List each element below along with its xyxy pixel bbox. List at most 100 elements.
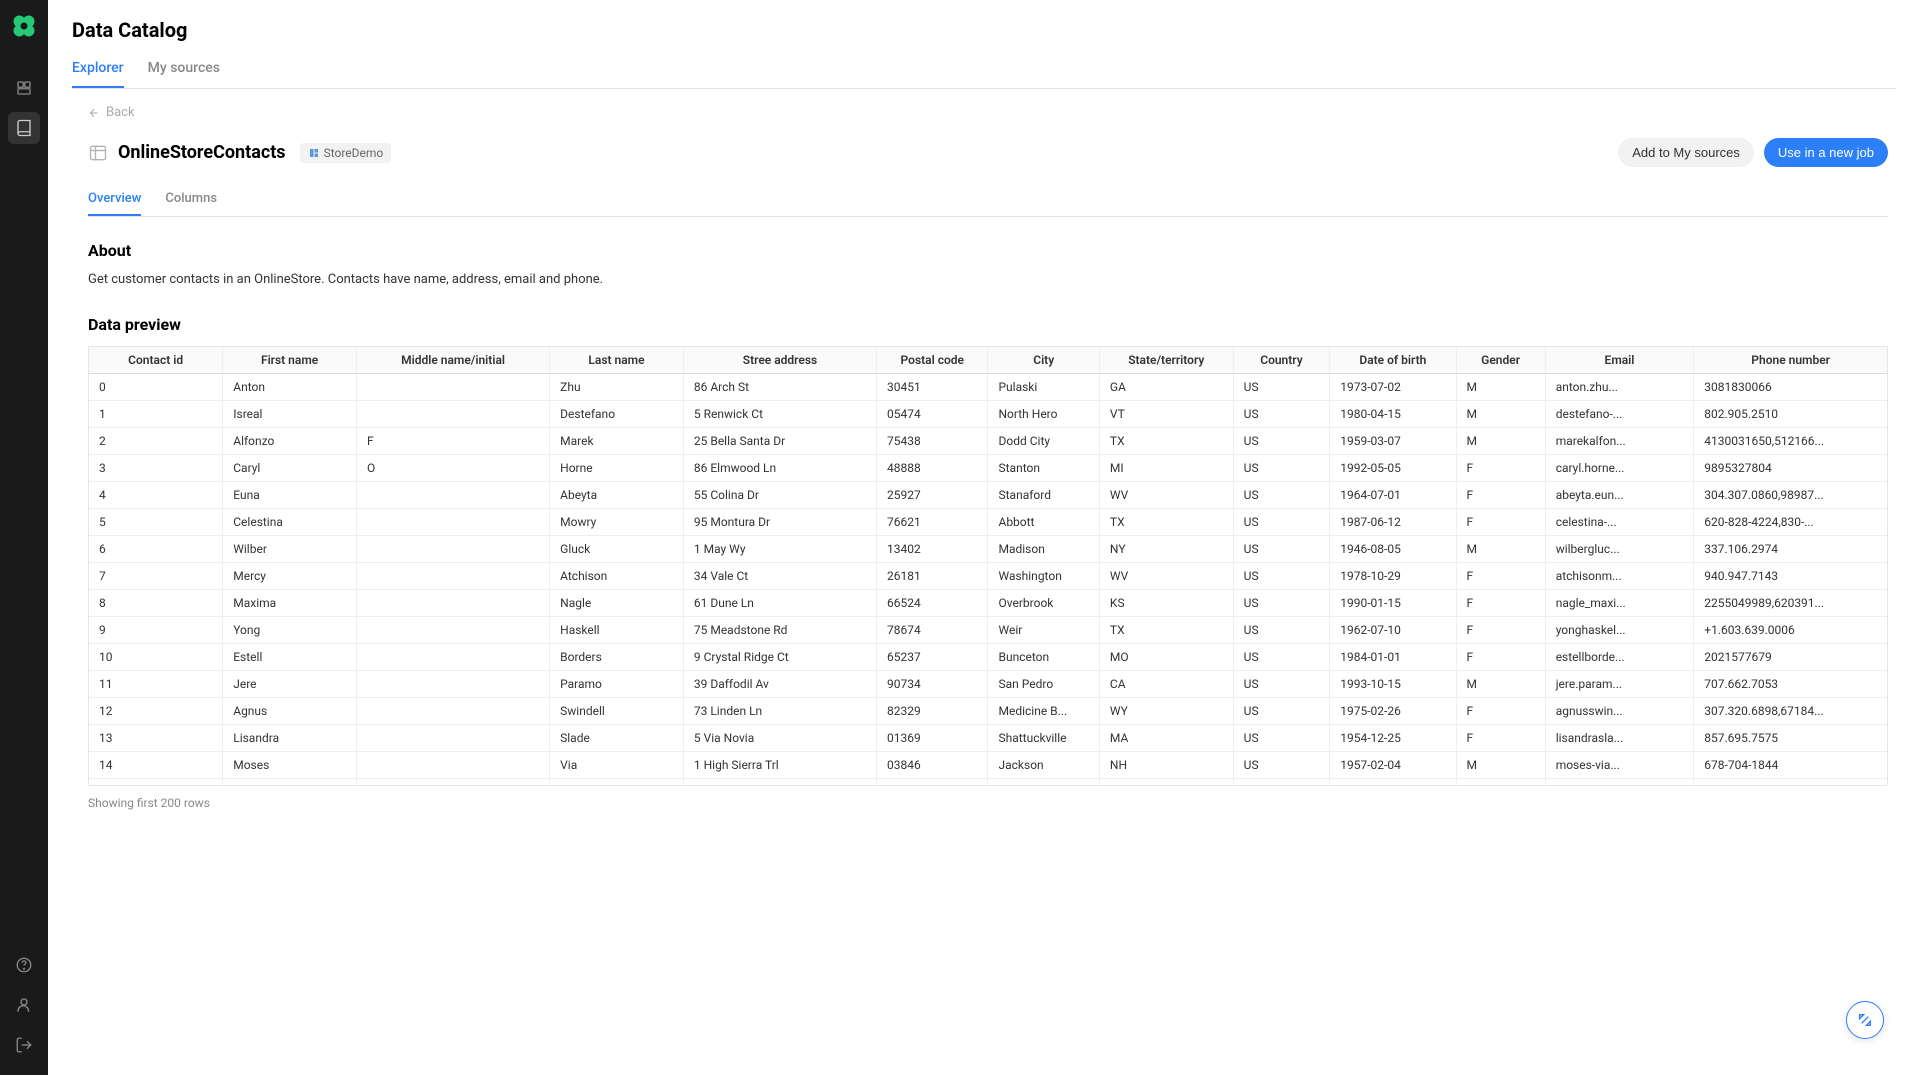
- table-row[interactable]: 7MercyAtchison34 Vale Ct26181WashingtonW…: [89, 563, 1887, 590]
- column-header[interactable]: Country: [1233, 347, 1330, 374]
- table-cell: estellborde...: [1545, 644, 1694, 671]
- add-to-sources-button[interactable]: Add to My sources: [1618, 138, 1754, 167]
- user-icon[interactable]: [8, 989, 40, 1021]
- source-title: OnlineStoreContacts: [118, 142, 286, 163]
- table-cell: 65237: [877, 644, 988, 671]
- column-header[interactable]: Email: [1545, 347, 1694, 374]
- table-cell: Estell: [223, 644, 357, 671]
- table-cell: [356, 671, 549, 698]
- table-cell: US: [1233, 644, 1330, 671]
- table-row[interactable]: 10EstellBorders9 Crystal Ridge Ct65237Bu…: [89, 644, 1887, 671]
- use-in-job-button[interactable]: Use in a new job: [1764, 138, 1888, 167]
- table-cell: atchisonm...: [1545, 563, 1694, 590]
- help-icon[interactable]: [8, 949, 40, 981]
- table-cell: 4: [89, 482, 223, 509]
- table-cell: Nagle: [550, 590, 684, 617]
- table-row[interactable]: 15ForrestLevan22 Rockport Wy65050LathamM…: [89, 779, 1887, 787]
- table-cell: M: [1456, 374, 1545, 401]
- column-header[interactable]: City: [988, 347, 1099, 374]
- table-row[interactable]: 9YongHaskell75 Meadstone Rd78674WeirTXUS…: [89, 617, 1887, 644]
- table-cell: US: [1233, 779, 1330, 787]
- table-row[interactable]: 11JereParamo39 Daffodil Av90734San Pedro…: [89, 671, 1887, 698]
- table-row[interactable]: 2AlfonzoFMarek25 Bella Santa Dr75438Dodd…: [89, 428, 1887, 455]
- table-row[interactable]: 0AntonZhu86 Arch St30451PulaskiGAUS1973-…: [89, 374, 1887, 401]
- nav-item-catalog[interactable]: [8, 112, 40, 144]
- column-header[interactable]: First name: [223, 347, 357, 374]
- table-cell: US: [1233, 482, 1330, 509]
- back-link[interactable]: Back: [88, 105, 135, 120]
- expand-fab[interactable]: [1846, 1001, 1884, 1039]
- table-row[interactable]: 5CelestinaMowry95 Montura Dr76621AbbottT…: [89, 509, 1887, 536]
- table-cell: 1964-07-01: [1330, 482, 1456, 509]
- table-row[interactable]: 8MaximaNagle61 Dune Ln66524OverbrookKSUS…: [89, 590, 1887, 617]
- table-cell: 3081830066: [1694, 374, 1887, 401]
- column-header[interactable]: Postal code: [877, 347, 988, 374]
- table-cell: 5: [89, 509, 223, 536]
- secondary-tabs: Overview Columns: [88, 185, 1888, 217]
- table-cell: 75438: [877, 428, 988, 455]
- tab-columns[interactable]: Columns: [165, 185, 217, 216]
- table-cell: 337.106.2974: [1694, 536, 1887, 563]
- tab-explorer[interactable]: Explorer: [72, 52, 124, 88]
- table-row[interactable]: 6WilberGluck1 May Wy13402MadisonNYUS1946…: [89, 536, 1887, 563]
- table-cell: O: [356, 455, 549, 482]
- table-cell: 1973-07-02: [1330, 374, 1456, 401]
- table-cell: 9 Crystal Ridge Ct: [683, 644, 876, 671]
- table-cell: 13: [89, 725, 223, 752]
- table-cell: 940.947.7143: [1694, 563, 1887, 590]
- table-cell: F: [1456, 482, 1545, 509]
- table-cell: Washington: [988, 563, 1099, 590]
- table-cell: 1946-08-05: [1330, 536, 1456, 563]
- table-row[interactable]: 13LisandraSlade5 Via Novia01369Shattuckv…: [89, 725, 1887, 752]
- table-cell: F: [1456, 563, 1545, 590]
- table-cell: MI: [1099, 455, 1233, 482]
- table-cell: WY: [1099, 698, 1233, 725]
- table-cell: WV: [1099, 563, 1233, 590]
- column-header[interactable]: Date of birth: [1330, 347, 1456, 374]
- table-cell: [356, 725, 549, 752]
- column-header[interactable]: Last name: [550, 347, 684, 374]
- table-cell: Pulaski: [988, 374, 1099, 401]
- table-cell: 802.905.2510: [1694, 401, 1887, 428]
- table-cell: wilbergluc...: [1545, 536, 1694, 563]
- table-cell: US: [1233, 428, 1330, 455]
- data-preview-table-wrapper[interactable]: Contact idFirst nameMiddle name/initialL…: [88, 346, 1888, 786]
- table-cell: US: [1233, 563, 1330, 590]
- column-header[interactable]: Stree address: [683, 347, 876, 374]
- tab-overview[interactable]: Overview: [88, 185, 141, 216]
- table-cell: [356, 536, 549, 563]
- table-cell: US: [1233, 698, 1330, 725]
- table-row[interactable]: 4EunaAbeyta55 Colina Dr25927StanafordWVU…: [89, 482, 1887, 509]
- table-cell: TX: [1099, 509, 1233, 536]
- column-header[interactable]: State/territory: [1099, 347, 1233, 374]
- tab-my-sources[interactable]: My sources: [148, 52, 220, 88]
- column-header[interactable]: Contact id: [89, 347, 223, 374]
- table-cell: US: [1233, 617, 1330, 644]
- source-chip[interactable]: StoreDemo: [300, 143, 392, 163]
- table-cell: 307.320.6898,67184...: [1694, 698, 1887, 725]
- table-cell: yonghaskel...: [1545, 617, 1694, 644]
- logout-icon[interactable]: [8, 1029, 40, 1061]
- table-cell: 90734: [877, 671, 988, 698]
- table-cell: 10: [89, 644, 223, 671]
- table-cell: US: [1233, 509, 1330, 536]
- table-row[interactable]: 3CarylOHorne86 Elmwood Ln48888StantonMIU…: [89, 455, 1887, 482]
- table-cell: Shattuckville: [988, 725, 1099, 752]
- table-cell: 0: [89, 374, 223, 401]
- column-header[interactable]: Phone number: [1694, 347, 1887, 374]
- table-cell: 61 Dune Ln: [683, 590, 876, 617]
- table-cell: US: [1233, 536, 1330, 563]
- nav-item-1[interactable]: [8, 72, 40, 104]
- table-cell: [356, 617, 549, 644]
- table-cell: 25927: [877, 482, 988, 509]
- table-cell: Madison: [988, 536, 1099, 563]
- table-cell: 9895327804: [1694, 455, 1887, 482]
- table-cell: 75 Meadstone Rd: [683, 617, 876, 644]
- table-row[interactable]: 14MosesVia1 High Sierra Trl03846JacksonN…: [89, 752, 1887, 779]
- table-row[interactable]: 12AgnusSwindell73 Linden Ln82329Medicine…: [89, 698, 1887, 725]
- table-row[interactable]: 1IsrealDestefano5 Renwick Ct05474North H…: [89, 401, 1887, 428]
- column-header[interactable]: Middle name/initial: [356, 347, 549, 374]
- table-cell: Via: [550, 752, 684, 779]
- table-cell: 55 Colina Dr: [683, 482, 876, 509]
- column-header[interactable]: Gender: [1456, 347, 1545, 374]
